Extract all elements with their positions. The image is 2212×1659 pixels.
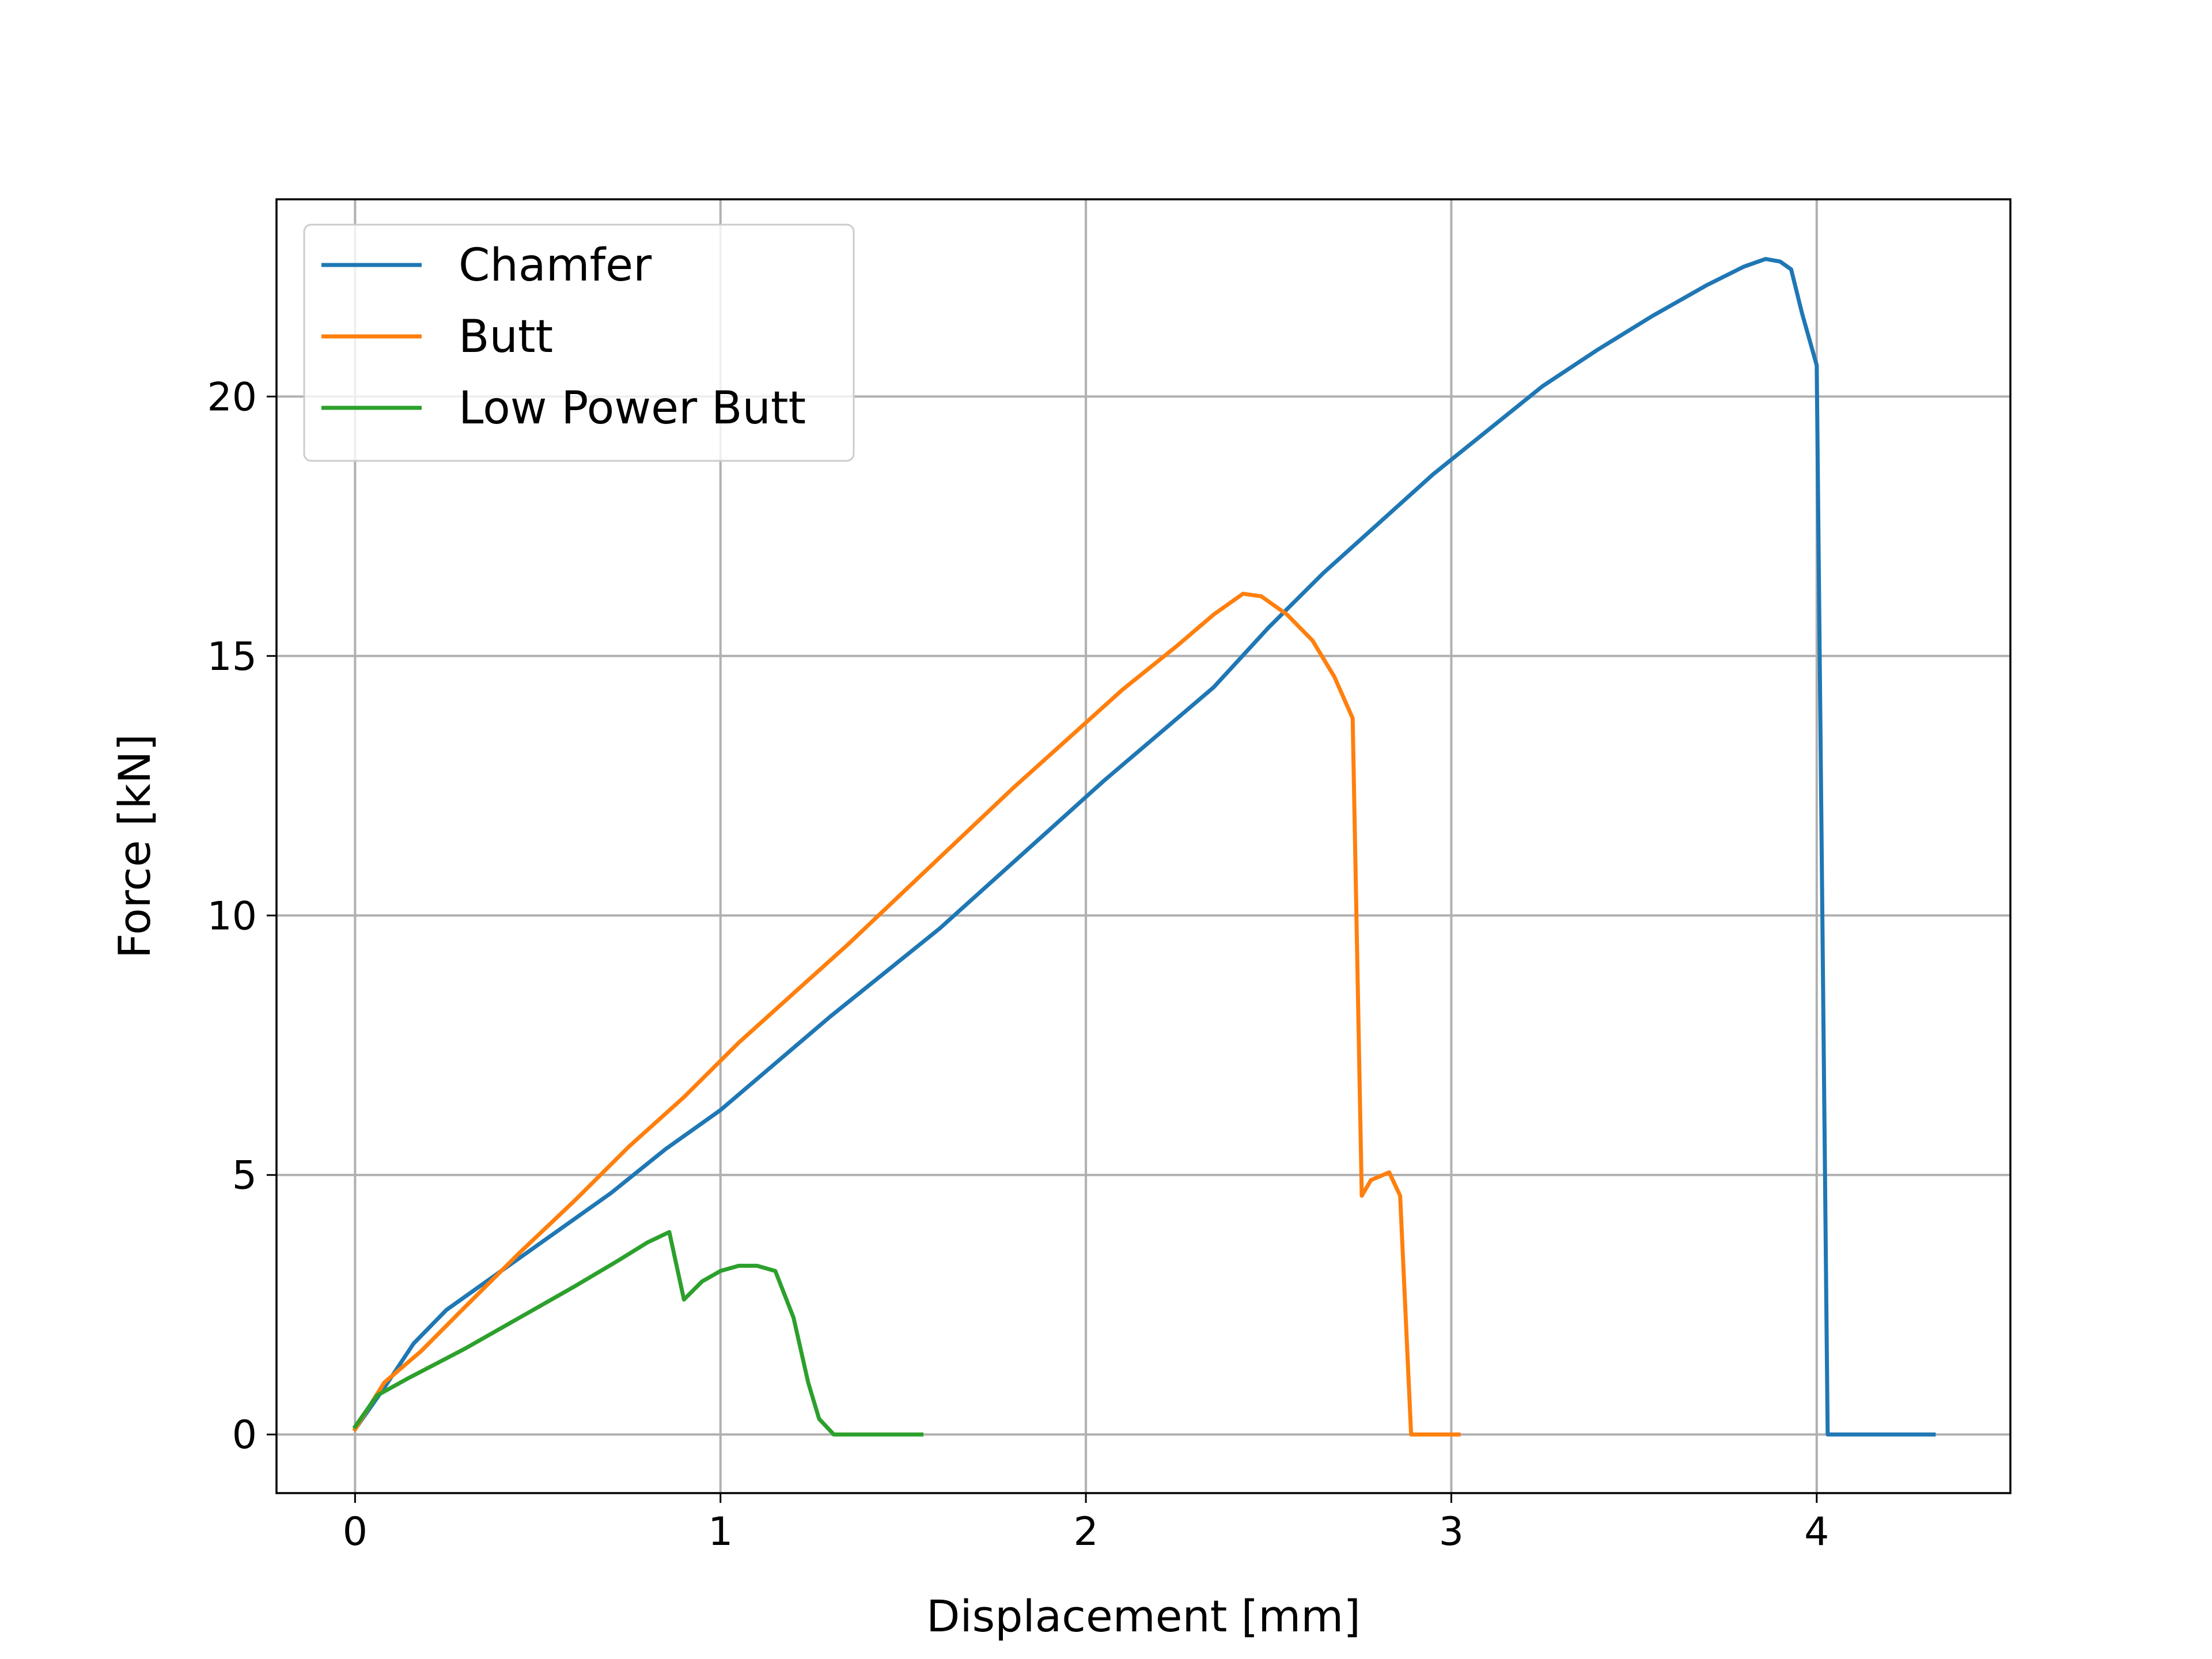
legend-label-chamfer: Chamfer [459, 240, 652, 291]
x-tick-label: 3 [1439, 1509, 1464, 1555]
y-tick-label: 15 [207, 634, 257, 680]
series-line-chamfer [352, 257, 1936, 1437]
x-tick-label: 0 [343, 1509, 368, 1555]
legend-label-low-power-butt: Low Power Butt [459, 382, 806, 434]
series-line-butt [352, 592, 1461, 1437]
y-axis-label: Force [kN] [109, 734, 160, 959]
series-line-low-power-butt [352, 1230, 924, 1437]
series-lines [352, 257, 1936, 1437]
y-tick-label: 10 [207, 893, 257, 939]
plot-frame [275, 198, 2012, 1494]
legend-label-butt: Butt [459, 311, 553, 363]
legend: Chamfer Butt Low Power Butt [303, 224, 855, 462]
ticks: 0 1 2 3 4 0 5 10 15 20 [207, 374, 1829, 1555]
x-tick-label: 1 [708, 1509, 733, 1555]
x-axis-label: Displacement [mm] [926, 1590, 1361, 1642]
y-tick-label: 0 [232, 1412, 257, 1458]
legend-box [303, 224, 855, 462]
x-tick-label: 2 [1073, 1509, 1098, 1555]
y-tick-label: 20 [207, 374, 257, 420]
y-tick-label: 5 [232, 1153, 257, 1199]
x-tick-label: 4 [1804, 1509, 1829, 1555]
